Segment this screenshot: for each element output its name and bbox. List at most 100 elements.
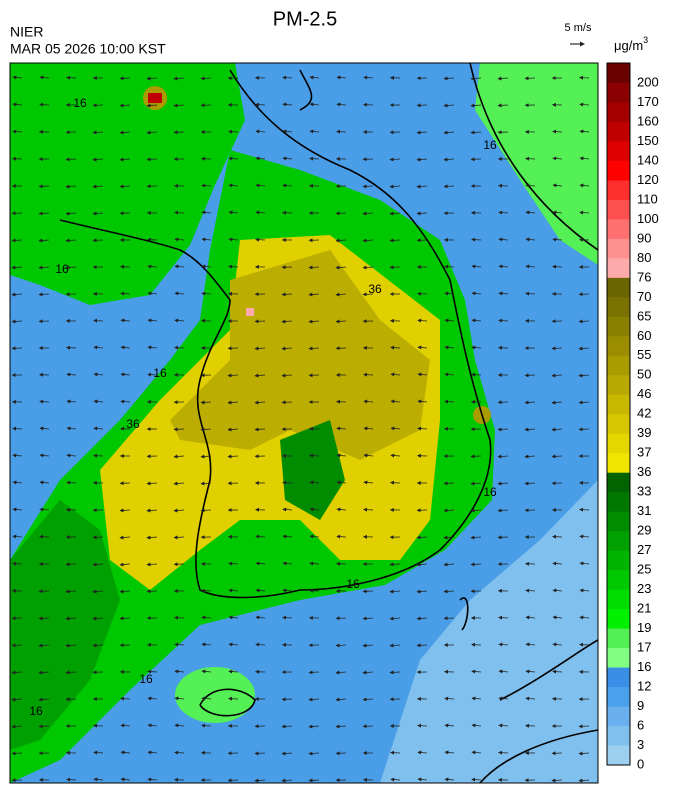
wind-arrow — [309, 780, 319, 781]
wind-arrow — [499, 617, 508, 618]
unit-base: μg/m — [614, 38, 643, 53]
colorbar-band — [607, 375, 630, 395]
colorbar-band — [607, 161, 630, 181]
hotspot — [246, 308, 254, 316]
colorbar-label: 29 — [637, 523, 651, 538]
colorbar-label: 50 — [637, 367, 651, 382]
wind-arrow — [390, 564, 400, 565]
colorbar-label: 0 — [637, 756, 644, 771]
colorbar-band — [607, 434, 630, 454]
wind-arrow — [580, 509, 589, 510]
colorbar-band — [607, 317, 630, 337]
colorbar-band — [607, 492, 630, 512]
wind-arrow — [552, 456, 562, 457]
colorbar-label: 6 — [637, 717, 644, 732]
colorbar-label: 46 — [637, 386, 651, 401]
colorbar-label: 25 — [637, 562, 651, 577]
wind-arrow — [66, 159, 76, 160]
colorbar: 2001701601501401201101009080767065605550… — [607, 63, 659, 771]
colorbar-label: 27 — [637, 542, 651, 557]
colorbar-band — [607, 453, 630, 473]
wind-arrow — [256, 104, 265, 105]
wind-arrow — [94, 320, 103, 321]
wind-arrow — [175, 212, 184, 213]
contour-label: 16 — [55, 262, 69, 276]
colorbar-band — [607, 278, 630, 298]
colorbar-label: 33 — [637, 484, 651, 499]
colorbar-label: 76 — [637, 269, 651, 284]
colorbar-label: 120 — [637, 172, 659, 187]
colorbar-band — [607, 570, 630, 590]
colorbar-label: 80 — [637, 250, 651, 265]
colorbar-label: 160 — [637, 113, 659, 128]
colorbar-band — [607, 336, 630, 356]
wind-arrow — [553, 131, 562, 132]
wind-arrow — [390, 672, 400, 673]
contour-label: 16 — [483, 485, 497, 499]
colorbar-band — [607, 629, 630, 649]
colorbar-label: 70 — [637, 289, 651, 304]
colorbar-label: 36 — [637, 464, 651, 479]
contour-label: 16 — [73, 96, 87, 110]
colorbar-band — [607, 180, 630, 200]
colorbar-label: 90 — [637, 230, 651, 245]
colorbar-band — [607, 414, 630, 434]
colorbar-label: 110 — [637, 191, 658, 206]
colorbar-band — [607, 258, 630, 278]
colorbar-label: 17 — [637, 640, 651, 655]
colorbar-band — [607, 297, 630, 317]
colorbar-band — [607, 726, 630, 746]
colorbar-label: 9 — [637, 698, 644, 713]
colorbar-label: 3 — [637, 737, 644, 752]
wind-arrow — [40, 104, 49, 105]
wind-arrow — [67, 779, 76, 780]
contour-label: 16 — [483, 138, 497, 152]
colorbar-label: 100 — [637, 211, 659, 226]
colorbar-label: 39 — [637, 425, 651, 440]
colorbar-band — [607, 200, 630, 220]
contour-label: 36 — [126, 417, 140, 431]
wind-arrow — [228, 780, 238, 781]
colorbar-band — [607, 687, 630, 707]
wind-arrow — [471, 456, 481, 457]
colorbar-label: 200 — [637, 74, 659, 89]
colorbar-band — [607, 746, 630, 766]
colorbar-label: 42 — [637, 406, 651, 421]
wind-arrow — [552, 348, 562, 349]
colorbar-label: 55 — [637, 347, 651, 362]
hotspot — [148, 93, 162, 103]
wind-scale-label: 5 m/s — [565, 22, 592, 34]
colorbar-band — [607, 590, 630, 610]
wind-arrow — [13, 428, 22, 429]
datetime: MAR 05 2026 10:00 KST — [10, 41, 166, 57]
wind-arrow — [418, 725, 427, 726]
colorbar-band — [607, 141, 630, 161]
wind-arrow — [364, 509, 373, 510]
wind-arrow — [526, 293, 535, 294]
wind-arrow — [202, 725, 211, 726]
colorbar-band — [607, 668, 630, 688]
colorbar-band — [607, 531, 630, 551]
wind-arrow — [67, 482, 76, 483]
contour-label: 16 — [139, 672, 153, 686]
wind-arrow — [309, 672, 319, 673]
colorbar-label: 60 — [637, 328, 651, 343]
map: 16 16 16 16 16 16 16 16 36 36 — [10, 63, 598, 783]
contour-label: 16 — [29, 704, 43, 718]
colorbar-band — [607, 63, 630, 84]
colorbar-band — [607, 551, 630, 571]
wind-arrow — [229, 563, 238, 564]
contour-label: 16 — [346, 577, 360, 591]
colorbar-band — [607, 83, 630, 103]
colorbar-band — [607, 512, 630, 532]
contour-label: 36 — [368, 282, 382, 296]
colorbar-label: 150 — [637, 133, 659, 148]
colorbar-label: 12 — [637, 678, 651, 693]
colorbar-label: 170 — [637, 94, 659, 109]
contour-label: 16 — [153, 366, 167, 380]
wind-arrow — [471, 564, 481, 565]
wind-arrow — [310, 158, 319, 159]
colorbar-band — [607, 122, 630, 142]
